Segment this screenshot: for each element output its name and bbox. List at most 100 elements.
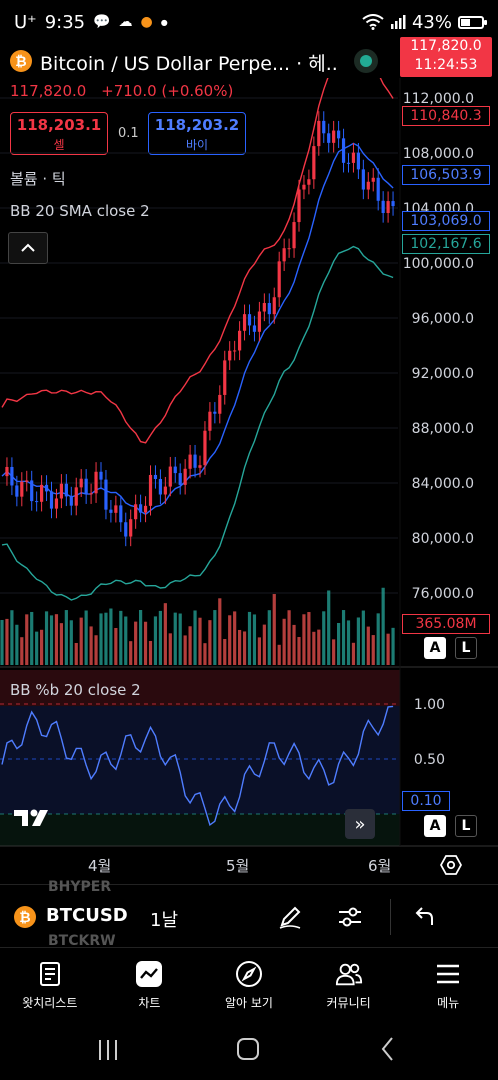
candle-body [233,350,237,352]
explore-icon [235,961,262,987]
volume-bar [163,603,167,665]
log-scale-button[interactable]: L [455,637,477,659]
buy-button[interactable]: 118,203.2 바이 [148,112,246,155]
volume-bar [371,635,375,665]
nav-chart[interactable]: 차트 [100,950,200,1022]
nav-watchlist[interactable]: 왓치리스트 [0,950,100,1022]
volume-bar [361,610,365,665]
watchlist-icon [39,962,60,986]
candle-body [59,483,63,499]
symbol-selector[interactable]: BTCUSD [46,905,128,926]
undo-icon[interactable] [410,903,438,931]
bbp-auto-scale-button[interactable]: A [424,815,446,837]
candle-body [247,314,252,326]
bbp-indicator-label[interactable]: BB %b 20 close 2 [10,681,141,699]
price-axis-tick: 108,000.0 [403,146,474,162]
tradingview-logo-icon [14,809,48,826]
chart-settings-icon[interactable] [440,854,462,876]
bbp-log-scale-button[interactable]: L [455,815,477,837]
home-icon[interactable] [237,1038,259,1060]
sell-price: 118,203.1 [16,116,102,134]
time-axis-month: 4월 [88,857,112,875]
nav-label: 왓치리스트 [22,996,78,1010]
candle-body [213,411,217,414]
menu-icon [437,964,460,984]
candle-body [188,454,192,469]
drawing-pen-icon[interactable] [276,903,304,931]
nav-menu[interactable]: 메뉴 [398,950,498,1022]
bb-indicator-label[interactable]: BB 20 SMA close 2 [10,202,150,220]
volume-bar [54,614,59,665]
volume-bar [134,621,138,665]
volume-bar [267,610,271,665]
volume-bar [337,623,341,665]
nav-explore[interactable]: 알아 보기 [199,950,299,1022]
candle-body [40,484,44,502]
candle-body [297,189,301,223]
candle-body [104,479,108,510]
candle-body [25,480,29,482]
bottom-navigation: 왓치리스트 차트 알아 보기 커뮤니티 메뉴 [0,950,498,1022]
volume-tag: 365.08M [402,614,490,634]
bitcoin-logo-icon: ₿ [10,50,32,72]
volume-bar [346,620,351,665]
volume-bar [10,610,14,665]
volume-bar [84,610,88,665]
recent-apps-icon[interactable] [99,1040,117,1060]
scroll-to-latest-button[interactable]: » [345,809,375,839]
price-chart[interactable]: 112,000.0108,000.0104,000.0100,000.096,0… [0,78,498,848]
candle-body [292,222,296,249]
volume-bar [109,608,113,665]
interval-selector[interactable]: 1날 [150,910,179,931]
volume-bar [287,610,291,665]
candle-body [119,505,123,523]
candle-body [356,152,360,170]
chart-toolbar: BHYPER ₿ BTCUSD BTCKRW 1날 [0,879,498,949]
volume-bar [391,627,395,665]
sell-button[interactable]: 118,203.1 셀 [10,112,108,155]
chevron-up-icon [21,243,35,252]
candle-body [30,480,34,502]
candle-body [351,152,356,163]
collapse-legend-button[interactable] [8,232,48,264]
carrier-label: U⁺ [14,11,37,33]
volume-bar [143,621,148,665]
dot-icon: ● [160,17,168,27]
volume-bar [158,610,162,665]
toolbar-divider [390,899,391,935]
price-change: +710.0 (+0.60%) [101,82,234,100]
candle-body [15,485,19,497]
talk-icon: 💬 [93,14,111,30]
ghost-symbol-above: BHYPER [48,879,112,895]
volume-bar [25,614,29,665]
volume-bar [213,610,217,665]
bb-lower-tag: 102,167.6 [402,234,490,254]
symbol-title[interactable]: Bitcoin / US Dollar Perpe... · 헤.. [40,53,338,75]
candle-body [272,297,276,315]
app-icon: ● [140,14,153,30]
market-status-icon[interactable] [354,49,378,73]
nav-label: 메뉴 [437,996,460,1010]
volume-bar [322,611,326,665]
bbp-overbought-zone [0,670,400,706]
candle-body [312,146,316,180]
auto-scale-button[interactable]: A [424,637,446,659]
candle-body [54,498,59,509]
volume-bar [104,612,108,665]
candle-body [282,248,286,262]
candle-body [302,184,306,190]
volume-bar [257,637,261,665]
indicators-sliders-icon[interactable] [336,903,364,931]
nav-community[interactable]: 커뮤니티 [299,950,399,1022]
candle-body [193,454,197,468]
candle-body [99,471,103,480]
volume-bar [94,635,98,665]
spread-value: 0.1 [118,126,139,141]
candle-body [153,474,158,479]
volume-bar [282,618,286,665]
volume-bar [228,615,232,665]
volume-bar [366,626,370,665]
volume-indicator-label[interactable]: 볼륨 · 틱 [10,170,66,188]
candle-body [332,130,336,143]
back-icon[interactable] [381,1037,393,1061]
